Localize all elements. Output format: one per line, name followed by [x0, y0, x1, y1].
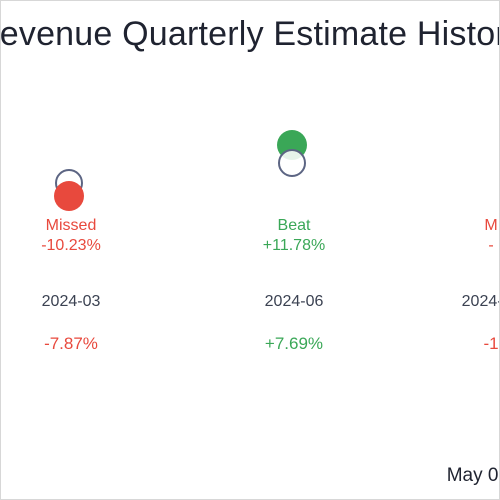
quarter-column-2024-09: M - 2024-09 -1: [411, 1, 499, 421]
outcome-label: Beat: [277, 217, 311, 234]
outcome-label: M: [484, 217, 498, 234]
estimate-marker: [278, 149, 306, 177]
actual-marker: [54, 181, 84, 211]
surprise-label: -10.23%: [41, 237, 101, 254]
chart-title: Revenue Quarterly Estimate History: [0, 15, 500, 53]
footer-date: May 07: [446, 465, 499, 486]
estimate-marker-group: [53, 167, 87, 211]
change-label: -7.87%: [44, 334, 98, 353]
surprise-label: -: [488, 237, 494, 254]
quarter-label: 2024-03: [41, 293, 101, 310]
estimate-marker-group: [276, 129, 310, 177]
outcome-label: Missed: [45, 217, 97, 234]
quarter-label: 2024-09: [461, 293, 499, 310]
quarter-column-2024-06: Beat +11.78% 2024-06 +7.69%: [214, 1, 374, 421]
surprise-label: +11.78%: [262, 237, 326, 254]
quarter-label: 2024-06: [264, 293, 324, 310]
quarter-column-2024-03: Missed -10.23% 2024-03 -7.87%: [1, 1, 151, 421]
change-label: +7.69%: [264, 334, 324, 353]
change-label: -1: [483, 334, 499, 353]
